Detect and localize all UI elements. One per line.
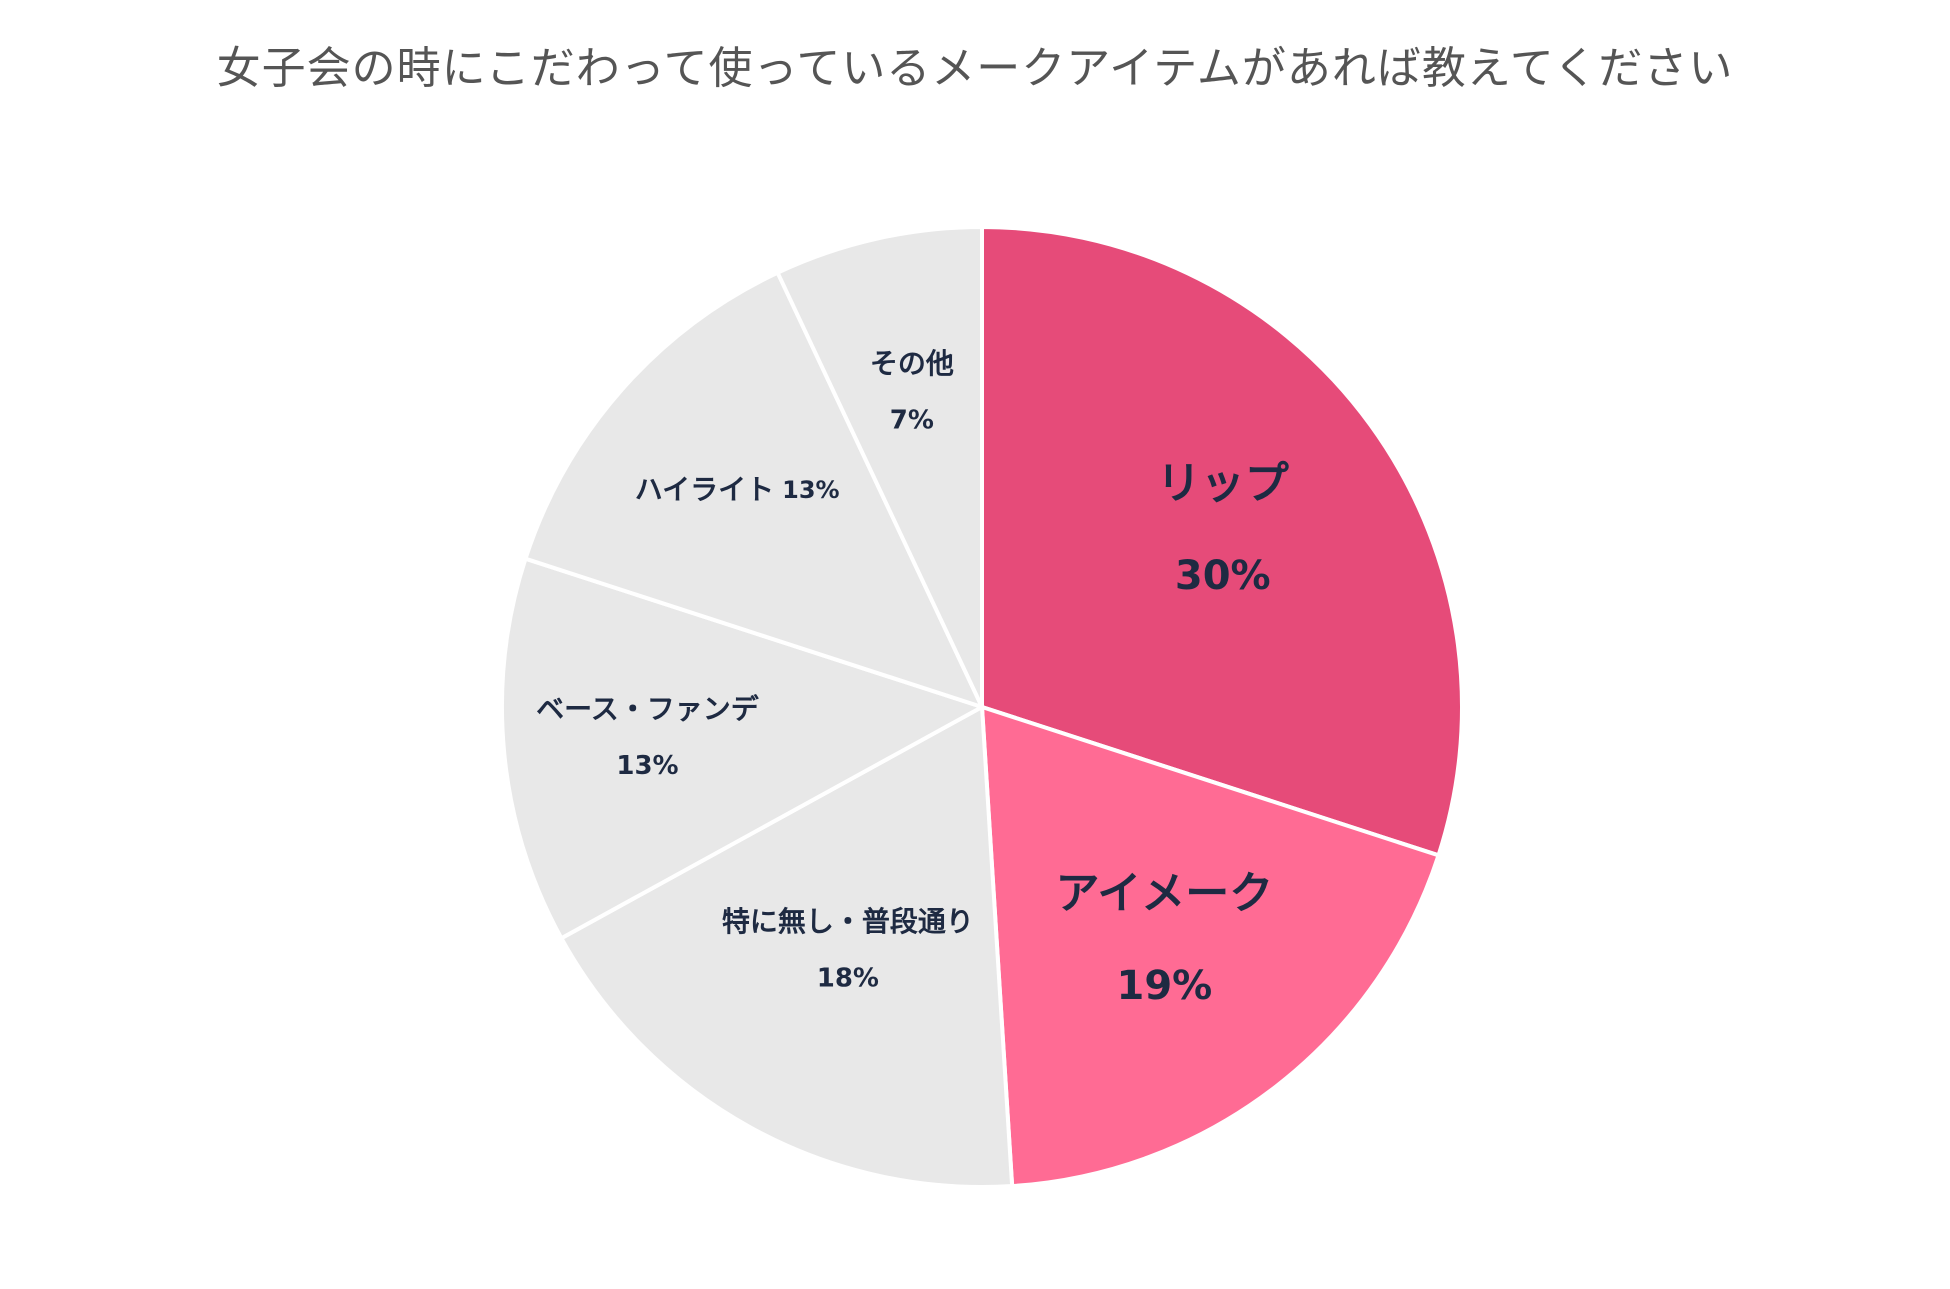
slice-name: ベース・ファンデ [536, 693, 760, 726]
pie-labels: リップ30%アイメーク19%特に無し・普段通り18%ベース・ファンデ13%ハイラ… [536, 347, 1289, 1009]
slice-percent: 13% [616, 751, 678, 781]
slice-name: アイメーク [1055, 868, 1273, 919]
pie-slice [559, 705, 1015, 1189]
pie-slice [500, 556, 984, 941]
slice-name: ハイライト [635, 473, 774, 506]
slice-name: その他 [870, 347, 954, 380]
pie-slices [500, 225, 1464, 1189]
slice-percent: 30% [1175, 553, 1271, 599]
slice-name: 特に無し・普段通り [722, 905, 974, 938]
slice-percent: 19% [1117, 963, 1213, 1009]
slice-name: リップ [1157, 458, 1289, 509]
slice-percent: 18% [817, 963, 879, 993]
pie-slice [523, 270, 984, 709]
chart-title: 女子会の時にこだわって使っているメークアイテムがあれば教えてください [216, 43, 1734, 94]
slice-percent: 13% [782, 476, 839, 504]
pie-slice [775, 225, 984, 709]
slice-percent: 7% [890, 406, 934, 436]
pie-slice [980, 225, 1464, 858]
slice-label: ハイライト 13% [635, 473, 840, 506]
pie-slice [980, 705, 1441, 1189]
